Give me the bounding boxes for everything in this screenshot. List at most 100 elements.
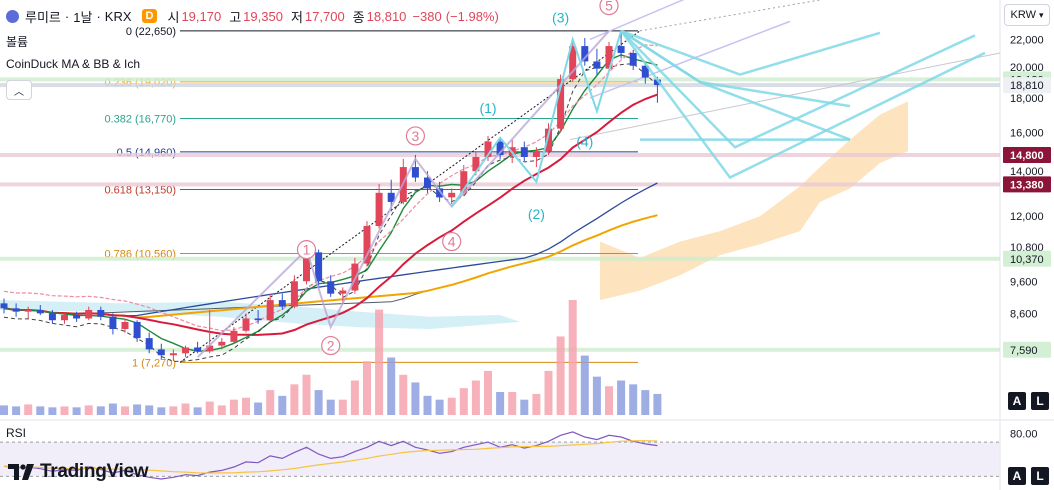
change-pct: (−1.98%) [445, 8, 499, 24]
candle-body [411, 167, 419, 178]
volume-bar [181, 403, 190, 415]
price-axis-tick-label: 22,000 [1010, 34, 1044, 46]
fib-level-label: 1 (7,270) [132, 357, 176, 369]
volume-bar [145, 405, 154, 415]
candle-body [424, 177, 431, 189]
wave-label-text: 1 [303, 242, 311, 258]
wave-label-text: (4) [576, 134, 593, 150]
open-value: 19,170 [181, 8, 222, 24]
rsi-pane-label[interactable]: RSI [6, 426, 27, 440]
currency-selector[interactable]: KRW ▾ [1004, 4, 1050, 26]
ma-120-line [3, 214, 658, 315]
volume-bar [278, 395, 287, 415]
rsi-log-scale-button[interactable]: L [1031, 467, 1049, 485]
candle-body [532, 151, 540, 157]
auto-scale-button[interactable]: A [1008, 392, 1026, 410]
wave-label-text: (1) [479, 100, 496, 116]
rsi-auto-scale-button[interactable]: A [1008, 467, 1026, 485]
volume-bar [36, 406, 45, 415]
overlay-indicator-label[interactable]: CoinDuck MA & BB & Ich [6, 57, 141, 71]
fib-level-label: 0.618 (13,150) [104, 184, 176, 196]
ma-60-line [3, 214, 658, 319]
candle-body [303, 252, 310, 282]
wave-label-text: 4 [448, 234, 456, 250]
price-tag-label: 14,800 [1010, 150, 1044, 162]
price-axis-tick-label: 12,000 [1010, 211, 1044, 223]
volume-bar [0, 405, 8, 415]
price-axis-tick-label: 9,600 [1010, 276, 1038, 288]
separator-dot: · [96, 8, 101, 24]
candle-body [617, 46, 625, 53]
open-label: 시 [167, 9, 180, 25]
ichimoku-cloud-past [0, 300, 520, 329]
low-value: 17,700 [304, 8, 345, 24]
tradingview-logo[interactable]: TradingView [8, 461, 149, 483]
price-level-band [0, 77, 1000, 82]
volume-bar [169, 406, 178, 415]
wave-projection-line [620, 29, 881, 76]
candle-body [339, 290, 347, 294]
wave-projection-line [620, 29, 851, 141]
candle-body [290, 281, 298, 307]
volume-bar [363, 361, 371, 415]
fib-level-label: 0.382 (16,770) [104, 114, 176, 126]
price-level-band [0, 83, 1000, 88]
candle-body [218, 341, 226, 346]
candle-body [97, 309, 105, 317]
log-scale-button[interactable]: L [1031, 392, 1049, 410]
fib-level-label: 0 (22,650) [126, 26, 176, 38]
collapse-indicators-button[interactable]: ︿ [6, 80, 32, 100]
volume-bar [568, 300, 577, 415]
candle-body [363, 226, 371, 264]
volume-bar [108, 403, 117, 415]
symbol-name[interactable]: 루미르 [25, 9, 61, 25]
close-label: 종 [352, 9, 365, 25]
rsi-axis-label: 80.00 [1010, 429, 1038, 441]
candle-body [569, 46, 577, 80]
wave-zigzag-intermediate [450, 30, 623, 208]
candle-body [605, 46, 613, 69]
currency-label: KRW [1010, 9, 1036, 21]
wave-projection-line [620, 30, 986, 180]
candle-body [496, 141, 504, 156]
volume-bar [496, 392, 505, 415]
candle-body [472, 156, 480, 172]
volume-bar [96, 406, 105, 415]
price-tag-bg [1003, 176, 1051, 193]
price-tag-bg [1003, 77, 1051, 94]
candle-body [545, 128, 552, 152]
wave-label-text: (3) [552, 10, 569, 26]
fib-level-label: 0.5 (14,960) [117, 147, 176, 159]
wave-label-text: 5 [605, 0, 613, 14]
candle-body [436, 188, 444, 198]
candle-body [653, 79, 661, 86]
volume-bar [508, 392, 517, 415]
candle-body [242, 318, 250, 331]
wave-label-circle [296, 240, 317, 260]
price-tag-label: 18,810 [1010, 80, 1044, 92]
volume-bar [242, 397, 250, 415]
rsi-ma-line [3, 440, 658, 474]
chevron-up-icon: ︿ [14, 86, 24, 98]
price-axis-tick-label: 16,000 [1010, 127, 1044, 139]
wave-label-circle [442, 231, 462, 252]
separator-dot: · [64, 8, 70, 24]
wave-label-circle [405, 126, 425, 146]
price-axis-tick-label: 8,600 [1010, 308, 1038, 320]
candle-body [73, 315, 81, 319]
volume-indicator-label[interactable]: 볼륨 [6, 35, 29, 49]
candle-body [593, 61, 601, 69]
volume-bar [314, 390, 323, 415]
candle-body [145, 338, 153, 350]
rsi-line [3, 431, 658, 480]
interval-label[interactable]: 1날 [73, 9, 93, 25]
volume-bar [532, 393, 541, 415]
channel-mid-line [589, 20, 791, 99]
volume-bar [217, 405, 226, 415]
volume-bar [121, 406, 129, 415]
candle-body [520, 147, 528, 157]
candle-body [121, 321, 129, 330]
candle-body [194, 347, 202, 352]
volume-bar [484, 370, 492, 415]
